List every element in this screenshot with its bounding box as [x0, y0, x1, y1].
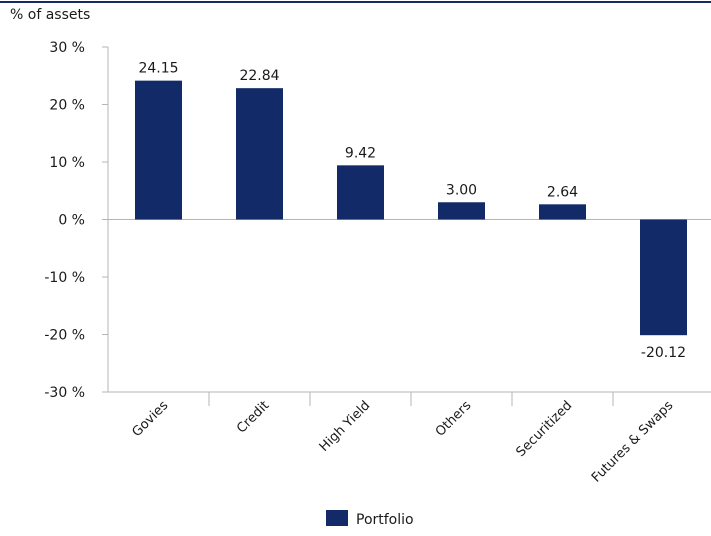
- legend-label: Portfolio: [356, 512, 414, 528]
- legend-swatch: [326, 510, 348, 526]
- y-tick-label: -20 %: [44, 328, 85, 344]
- y-tick-label: -10 %: [44, 270, 85, 286]
- data-label: 22.84: [239, 68, 279, 84]
- data-label: 3.00: [446, 182, 477, 198]
- x-tick-label: Credit: [234, 398, 272, 436]
- y-tick-label: 20 %: [49, 98, 85, 114]
- bar: [135, 80, 182, 220]
- data-label: 2.64: [547, 184, 578, 200]
- bar: [438, 202, 485, 220]
- x-tick-label: Others: [433, 398, 475, 440]
- bar: [337, 165, 384, 220]
- y-tick-label: 10 %: [49, 155, 85, 171]
- data-label: 9.42: [345, 145, 376, 161]
- bar: [640, 219, 687, 336]
- x-tick-label: Securitized: [514, 398, 576, 460]
- x-tick-label: High Yield: [317, 398, 374, 455]
- x-tick-label: Futures & Swaps: [589, 398, 676, 485]
- y-tick-label: 30 %: [49, 40, 85, 56]
- data-label: -20.12: [641, 345, 686, 361]
- y-tick-label: 0 %: [58, 213, 85, 229]
- legend: Portfolio: [326, 510, 414, 528]
- y-axis-unit-label: % of assets: [10, 7, 90, 23]
- data-label: 24.15: [138, 61, 178, 77]
- bar: [539, 204, 586, 220]
- x-tick-label: Govies: [130, 398, 172, 440]
- plot-area: -30 % -20 % -10 % 0 % 10 % 20 % 30 % 24.15 Govie…: [44, 40, 711, 486]
- y-tick-label: -30 %: [44, 385, 85, 401]
- bar: [236, 88, 283, 220]
